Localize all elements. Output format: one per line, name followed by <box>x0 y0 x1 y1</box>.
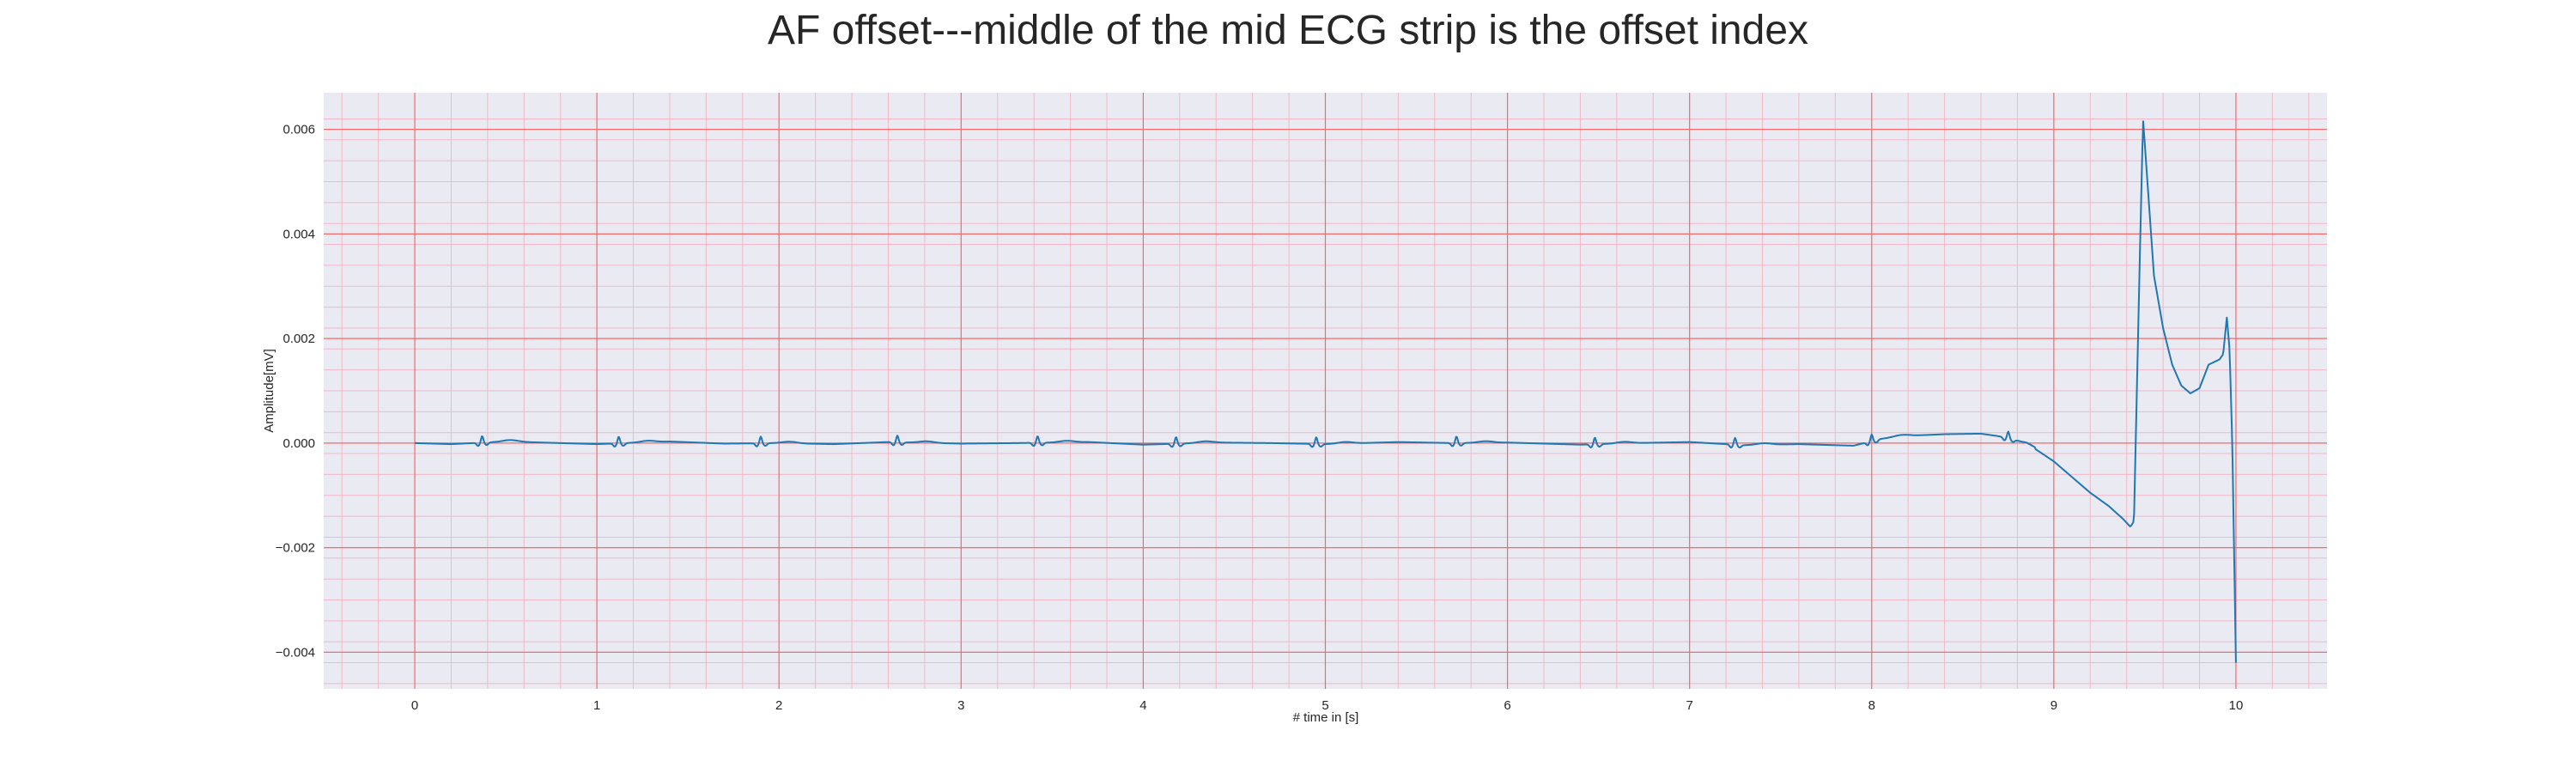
x-tick-label: 0 <box>411 698 418 713</box>
y-tick-label: 0.000 <box>283 436 315 451</box>
series-layer <box>415 120 2237 663</box>
ecg-series-line <box>415 120 2237 663</box>
chart-title: AF offset---middle of the mid ECG strip … <box>767 8 1809 53</box>
major-grid <box>324 93 2327 689</box>
y-axis-label: Amplitude[mV] <box>262 349 276 433</box>
y-tick-label: 0.004 <box>283 227 315 241</box>
y-tick-labels: −0.004 −0.002 0.000 0.002 0.004 0.006 <box>276 123 315 660</box>
x-tick-label: 6 <box>1504 698 1510 713</box>
x-tick-label: 7 <box>1686 698 1693 713</box>
x-axis-label: # time in [s] <box>1293 710 1359 725</box>
x-tick-label: 2 <box>775 698 782 713</box>
x-tick-label: 8 <box>1868 698 1875 713</box>
x-tick-label: 10 <box>2229 698 2244 713</box>
y-tick-label: 0.006 <box>283 123 315 137</box>
y-tick-label: −0.002 <box>276 541 315 556</box>
x-tick-label: 1 <box>593 698 600 713</box>
x-tick-label: 5 <box>1321 698 1328 713</box>
x-tick-labels: 0 1 2 3 4 5 6 7 8 9 10 <box>411 698 2243 713</box>
x-tick-label: 4 <box>1139 698 1146 713</box>
y-tick-label: 0.002 <box>283 332 315 346</box>
x-tick-label: 9 <box>2050 698 2057 713</box>
y-tick-label: −0.004 <box>276 645 315 660</box>
x-tick-label: 3 <box>957 698 964 713</box>
